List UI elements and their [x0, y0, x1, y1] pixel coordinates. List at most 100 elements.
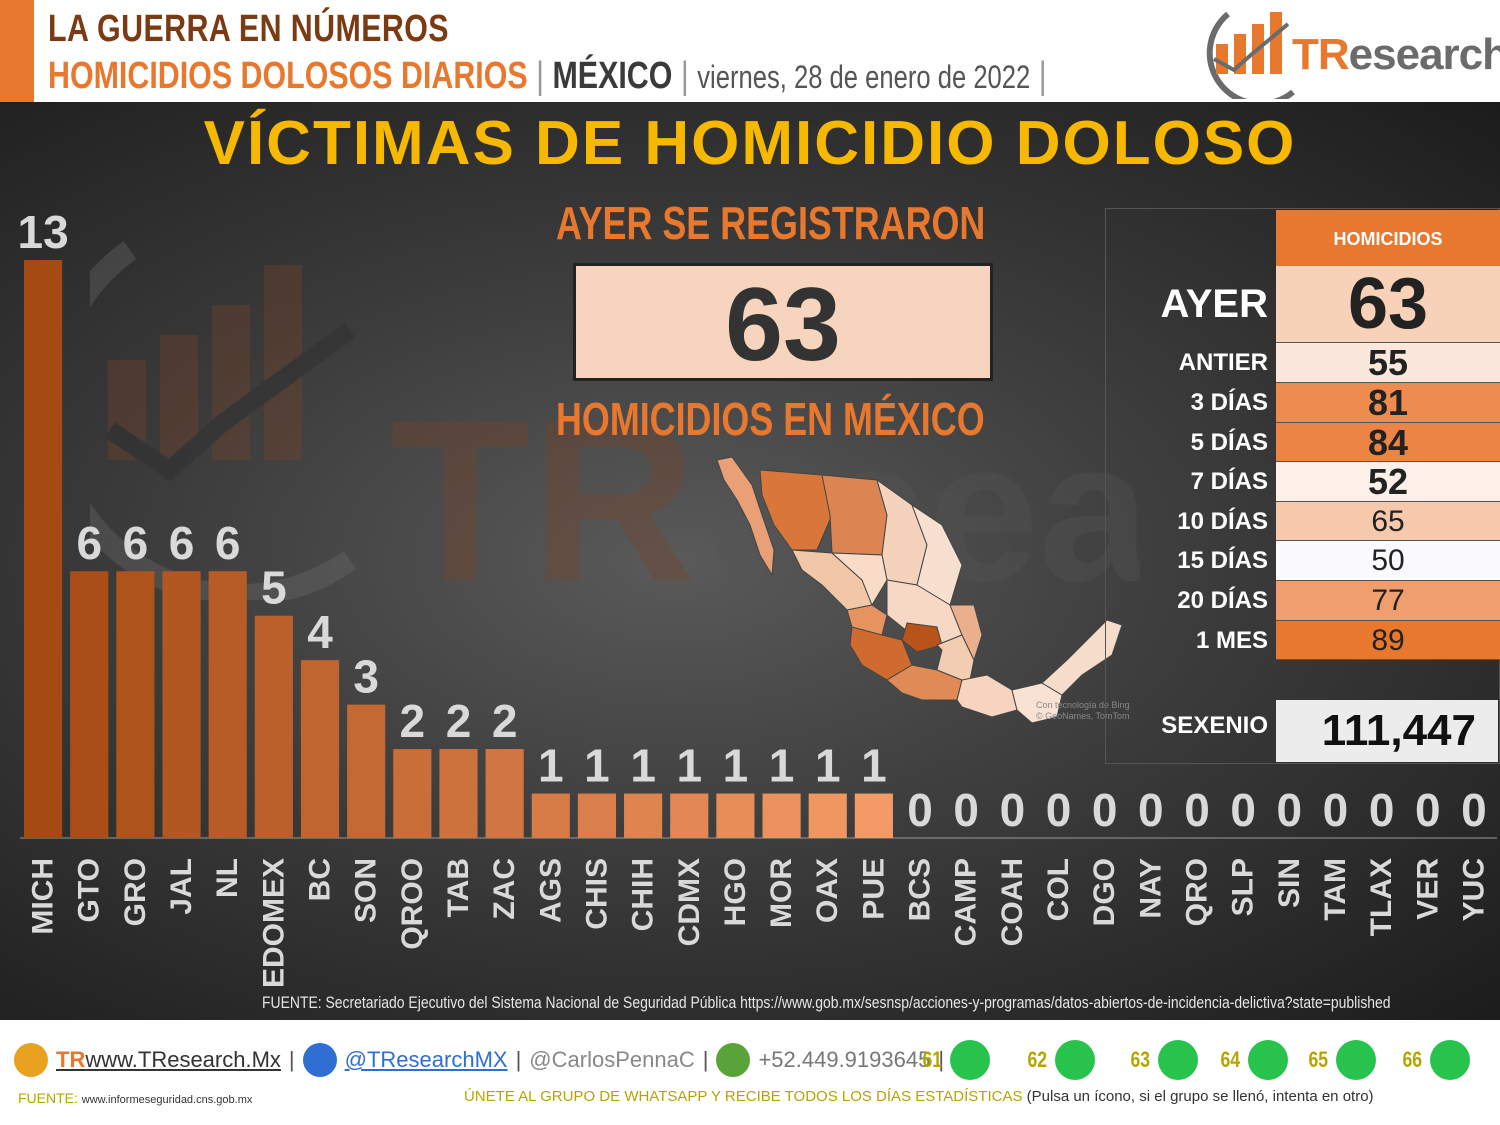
watermark-logo-icon: TR esearch	[90, 241, 1140, 600]
data-label-pue: 1	[861, 740, 887, 792]
tick-label-chis: CHIS	[580, 858, 613, 930]
summary-row-label: 5 DÍAS	[1190, 429, 1268, 456]
tick-label-tlax: TLAX	[1365, 858, 1398, 936]
tick-label-oax: OAX	[811, 858, 844, 923]
whatsapp-group-number: 64	[1220, 1047, 1241, 1072]
whatsapp-icon[interactable]	[1248, 1040, 1289, 1080]
data-label-ags: 1	[538, 740, 564, 792]
whatsapp-icon[interactable]	[1430, 1040, 1471, 1080]
summary-row-label: 15 DÍAS	[1177, 547, 1268, 574]
header-subtitle: HOMICIDIOS DOLOSOS DIARIOS | MÉXICO | vi…	[48, 55, 1047, 98]
summary-row-label: ANTIER	[1178, 349, 1268, 376]
phone-icon	[716, 1043, 751, 1077]
website-link-t: TR	[56, 1047, 86, 1072]
data-label-son: 3	[353, 651, 379, 703]
tick-label-nl: NL	[211, 858, 244, 898]
whatsapp-group-65[interactable]: 65	[1306, 1040, 1377, 1080]
tick-label-sin: SIN	[1273, 858, 1306, 908]
tick-label-hgo: HGO	[719, 858, 752, 926]
twitter-link[interactable]: @TResearchMX	[344, 1047, 508, 1072]
whatsapp-icon[interactable]	[1158, 1040, 1199, 1080]
whatsapp-icon[interactable]	[1055, 1040, 1096, 1080]
summary-row-value: 55	[1276, 343, 1500, 383]
header-title: HOMICIDIOS DOLOSOS DIARIOS	[48, 55, 528, 97]
bar-chart: 13MICH6GTO6GRO6JAL6NL5EDOMEX4BC3SON2QROO…	[17, 206, 1497, 988]
header-separator: |	[1038, 55, 1047, 97]
summary-row: 15 DÍAS 50	[1105, 541, 1500, 581]
header: LA GUERRA EN NÚMEROS HOMICIDIOS DOLOSOS …	[0, 0, 1500, 102]
footer-separator: |	[288, 1047, 295, 1072]
data-label-col: 0	[1046, 784, 1072, 836]
data-label-mor: 1	[769, 740, 795, 792]
data-label-yuc: 0	[1461, 784, 1487, 836]
whatsapp-group-66[interactable]: 66	[1400, 1040, 1471, 1080]
header-date: viernes, 28 de enero de 2022	[697, 59, 1031, 95]
data-label-gro: 6	[123, 517, 149, 569]
globe-icon	[14, 1043, 48, 1077]
summary-row-value: 81	[1276, 383, 1500, 423]
data-label-sin: 0	[1277, 784, 1303, 836]
summary-row: 20 DÍAS 77	[1105, 581, 1500, 621]
tresearch-logo-icon	[1206, 11, 1295, 99]
bar-mich	[24, 260, 63, 838]
highlight-bottom-label: HOMICIDIOS EN MÉXICO	[556, 393, 985, 445]
data-label-cdmx: 1	[676, 740, 702, 792]
whatsapp-group-62[interactable]: 62	[1025, 1040, 1096, 1080]
data-label-gto: 6	[76, 517, 102, 569]
tick-label-ver: VER	[1411, 858, 1444, 920]
tick-label-zac: ZAC	[488, 858, 521, 920]
data-label-edomex: 5	[261, 562, 287, 614]
data-label-nay: 0	[1138, 784, 1164, 836]
summary-row: ANTIER 55	[1105, 343, 1500, 383]
bar-oax	[808, 793, 847, 838]
map-credit: Con tecnología de Bing © GeoNames, TomTom	[1036, 700, 1130, 721]
summary-row-value: 89	[1276, 621, 1500, 660]
website-link[interactable]: TRwww.TResearch.Mx	[56, 1047, 281, 1073]
logo-wordmark-t: TR	[1292, 30, 1350, 79]
bar-gro	[116, 571, 155, 838]
data-label-zac: 2	[492, 695, 518, 747]
whatsapp-icon[interactable]	[1336, 1040, 1377, 1080]
main-panel	[0, 102, 1500, 1020]
data-label-bc: 4	[307, 606, 333, 658]
bar-pue	[854, 793, 893, 838]
whatsapp-group-64[interactable]: 64	[1218, 1040, 1289, 1080]
bar-cdmx	[670, 793, 709, 838]
tick-label-mor: MOR	[765, 858, 798, 928]
summary-row-label: 10 DÍAS	[1177, 508, 1268, 535]
whatsapp-group-number: 65	[1308, 1047, 1329, 1072]
footer-links: TRwww.TResearch.Mx | @TResearchMX | @Car…	[14, 1040, 952, 1080]
whatsapp-group-number: 63	[1130, 1047, 1151, 1072]
whatsapp-group-63[interactable]: 63	[1128, 1040, 1199, 1080]
twitter-icon	[302, 1043, 337, 1077]
whatsapp-group-number: 66	[1402, 1047, 1423, 1072]
whatsapp-group-61[interactable]: 61	[920, 1040, 991, 1080]
header-accent-bar	[0, 0, 34, 102]
data-label-tlax: 0	[1369, 784, 1395, 836]
footer-source-url[interactable]: www.informeseguridad.cns.gob.mx	[81, 1094, 253, 1106]
tick-label-col: COL	[1042, 858, 1075, 921]
bar-hgo	[716, 793, 755, 838]
summary-row: 5 DÍAS 84	[1105, 423, 1500, 462]
summary-row: 3 DÍAS 81	[1105, 383, 1500, 423]
summary-row: 1 MES 89	[1105, 621, 1500, 660]
tick-label-cdmx: CDMX	[673, 858, 706, 946]
data-label-qroo: 2	[400, 695, 426, 747]
highlight-top-label: AYER SE REGISTRARON	[556, 197, 986, 249]
tick-label-mich: MICH	[27, 858, 60, 935]
data-label-coah: 0	[1000, 784, 1026, 836]
summary-row-value: 77	[1276, 581, 1500, 621]
footer-source-label: FUENTE:	[18, 1090, 78, 1106]
data-label-chih: 1	[630, 740, 656, 792]
personal-handle[interactable]: @CarlosPennaC	[529, 1047, 695, 1072]
bar-jal	[162, 571, 201, 838]
header-separator: |	[680, 55, 689, 97]
footer-separator: |	[938, 1047, 945, 1072]
bar-chis	[577, 793, 617, 838]
phone-number[interactable]: +52.449.9193645	[758, 1047, 931, 1072]
mexico-map	[716, 456, 1123, 724]
header-separator: |	[536, 55, 545, 97]
data-label-tam: 0	[1323, 784, 1349, 836]
whatsapp-icon[interactable]	[950, 1040, 991, 1080]
whatsapp-invite-text: ÚNETE AL GRUPO DE WHATSAPP Y RECIBE TODO…	[464, 1088, 1023, 1105]
